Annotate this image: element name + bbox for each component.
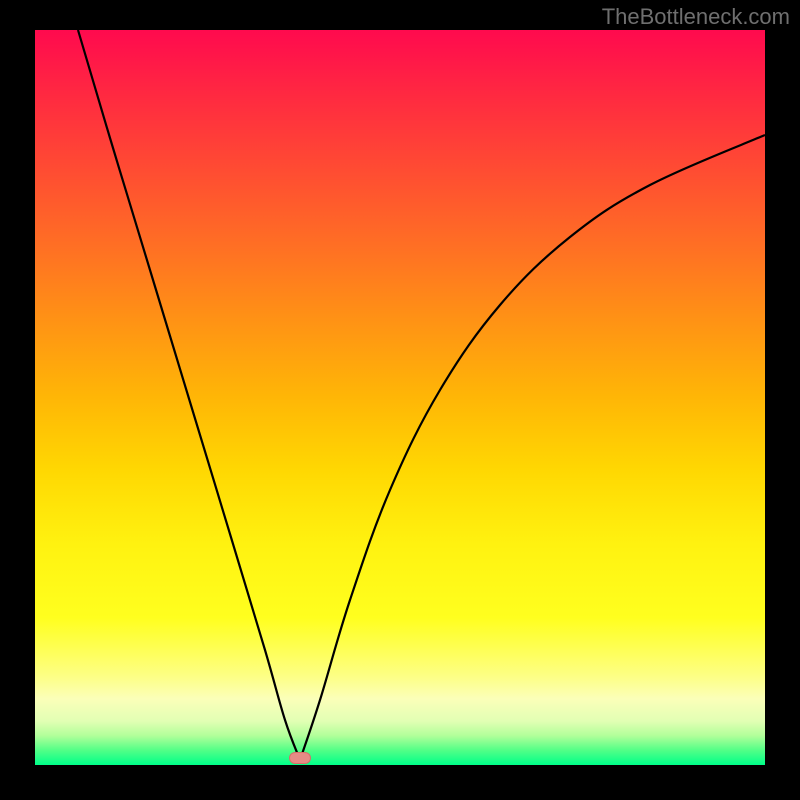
minimum-marker: [289, 752, 311, 764]
watermark-text: TheBottleneck.com: [602, 4, 790, 30]
curve-right-branch: [300, 135, 765, 760]
curve-overlay: [0, 0, 800, 800]
curve-left-branch: [78, 30, 300, 760]
chart-container: TheBottleneck.com: [0, 0, 800, 800]
